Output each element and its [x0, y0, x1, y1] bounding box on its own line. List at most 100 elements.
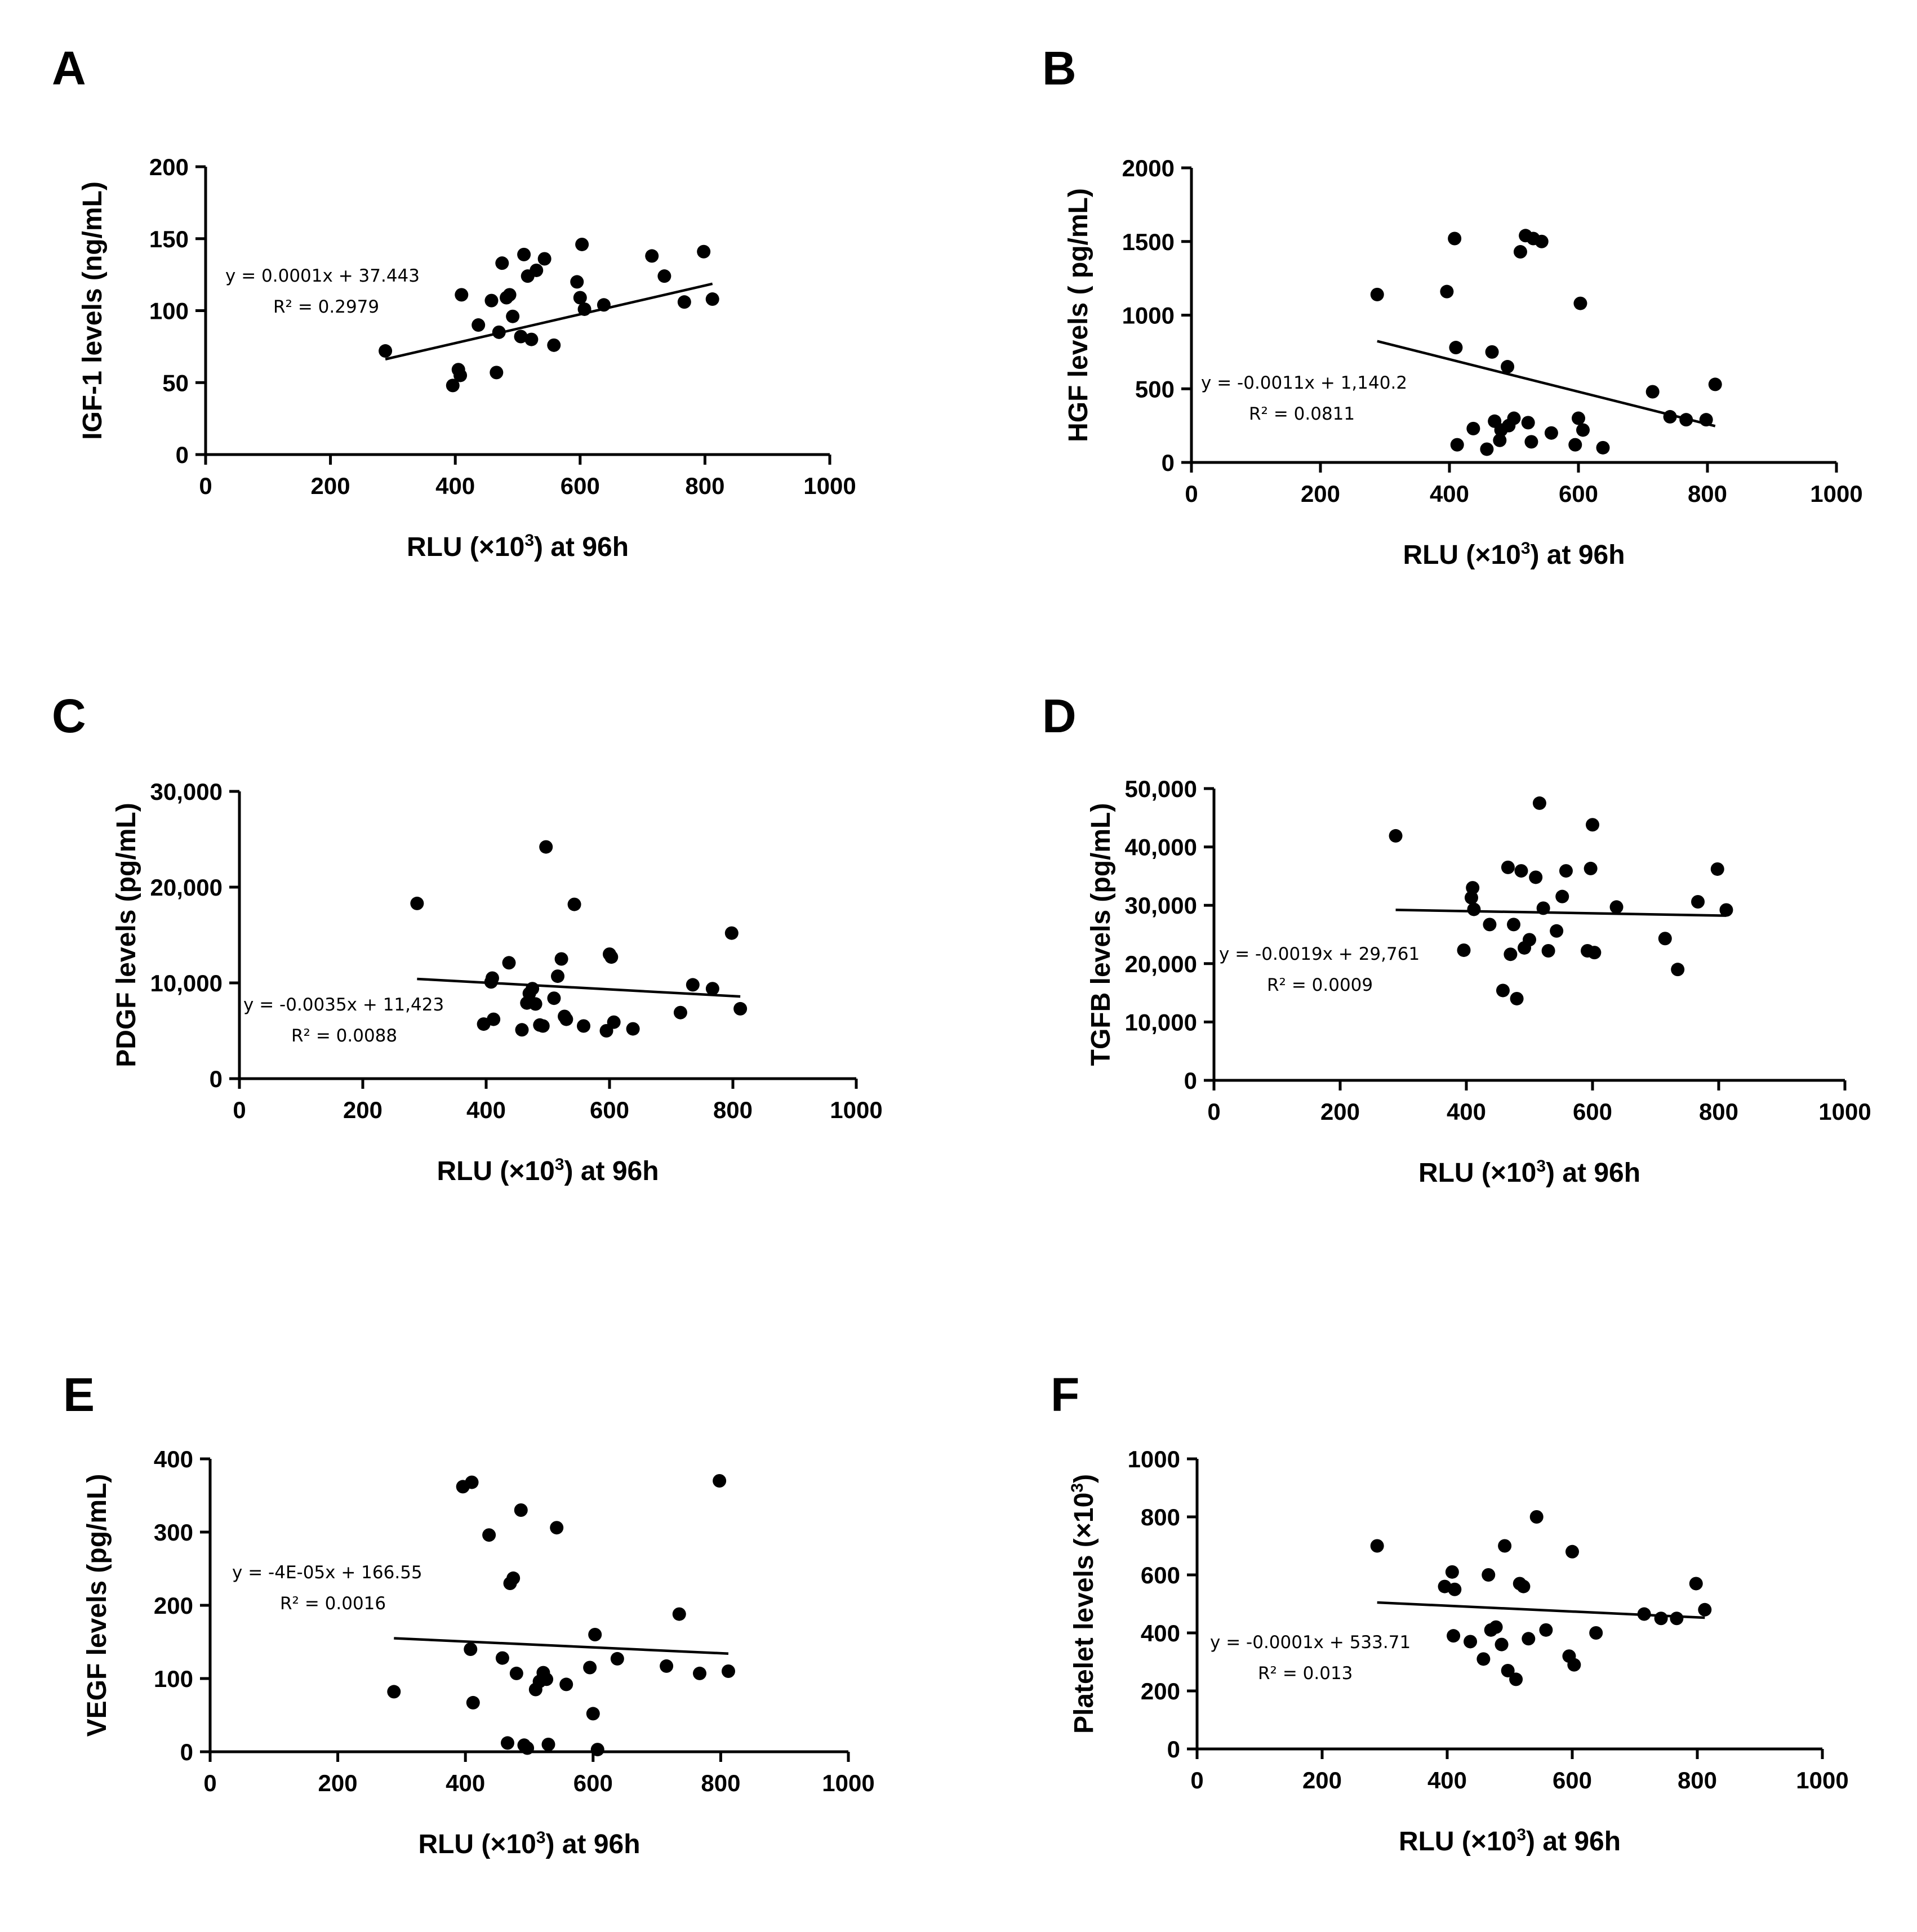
data-point [657, 269, 671, 283]
y-tick-label: 1500 [1122, 229, 1175, 255]
data-point [1495, 1637, 1509, 1651]
x-tick-label: 0 [1185, 480, 1198, 507]
data-point [484, 293, 499, 308]
data-point [547, 991, 561, 1005]
data-point [570, 275, 584, 289]
data-point [1464, 891, 1478, 905]
data-point [500, 1736, 514, 1750]
data-point [453, 368, 468, 382]
x-axis-title-text-after: ) at 96h [564, 1156, 659, 1186]
x-tick-label: 200 [318, 1770, 358, 1796]
data-point [697, 244, 711, 259]
data-point [482, 1528, 496, 1542]
data-point [547, 338, 561, 352]
x-axis-title-text-after: ) at 96h [1546, 1158, 1640, 1188]
data-point [1586, 818, 1599, 832]
data-point [1489, 1620, 1503, 1634]
data-point [1573, 296, 1587, 310]
data-point [677, 295, 691, 309]
data-point [1450, 438, 1464, 452]
data-point [530, 263, 544, 277]
y-tick-label: 20,000 [1125, 951, 1197, 977]
data-point [536, 1019, 550, 1033]
data-point [1440, 284, 1454, 299]
data-point [721, 1664, 735, 1678]
data-point [1689, 1577, 1703, 1591]
data-point [506, 309, 520, 323]
x-tick-label: 600 [590, 1097, 629, 1123]
x-tick-label: 400 [435, 473, 475, 499]
trend-line [1377, 340, 1716, 428]
data-point [551, 969, 565, 983]
panel-f: F 0 200 400 600 800 1000 0 200 400 600 800 1000 RLU (… [1051, 1368, 1849, 1857]
data-point [1501, 1663, 1515, 1677]
data-point [1698, 1602, 1712, 1617]
data-point [673, 1005, 687, 1020]
x-tick-label: 200 [1302, 1767, 1342, 1793]
data-point [1587, 946, 1602, 960]
data-point [660, 1659, 674, 1673]
data-point [524, 332, 539, 346]
data-point [1658, 932, 1672, 946]
data-point [1572, 411, 1585, 425]
data-point [1445, 1565, 1459, 1579]
y-tick-label: 40,000 [1125, 834, 1197, 861]
data-point [1523, 933, 1536, 947]
r-squared-label: R² = 0.0088 [291, 1026, 397, 1046]
y-axis-title-text-before: Platelet levels (×10 [1069, 1493, 1099, 1734]
data-point [1466, 881, 1480, 895]
x-axis-title-superscript: 3 [524, 531, 534, 550]
r-squared-label: R² = 0.2979 [273, 297, 379, 317]
y-tick-label: 200 [154, 1592, 193, 1619]
data-point [379, 344, 393, 358]
y-tick-label: 100 [149, 298, 189, 324]
data-point [517, 247, 531, 261]
x-tick-label: 200 [1301, 480, 1340, 507]
x-axis-title: RLU (×103) at 96h [1399, 1826, 1621, 1857]
data-point [514, 330, 528, 344]
data-point [575, 237, 589, 251]
data-point [1679, 413, 1693, 427]
panel-letter: C [52, 689, 86, 742]
data-point [1449, 341, 1463, 355]
data-point [1448, 1582, 1462, 1596]
y-axis-title: PDGF levels (pg/mL) [112, 803, 141, 1067]
data-point [509, 1666, 523, 1680]
data-point [1670, 1612, 1684, 1626]
y-tick-label: 800 [1141, 1504, 1180, 1530]
y-tick-label: 0 [210, 1066, 223, 1092]
x-axis-title-superscript: 3 [1521, 539, 1531, 558]
data-point [502, 956, 516, 970]
panel-d: D 0 200 400 600 800 1000 0 10,000 20,000 30,000 40,… [1042, 689, 1871, 1188]
panel-letter: D [1042, 689, 1077, 742]
x-axis-title-superscript: 3 [536, 1828, 546, 1847]
x-tick-label: 400 [1430, 480, 1469, 507]
data-point [1504, 947, 1518, 961]
regression-equation: y = 0.0001x + 37.443 [225, 266, 420, 286]
data-point [1476, 1652, 1491, 1666]
regression-equation: y = -0.0035x + 11,423 [243, 995, 444, 1015]
y-tick-label: 0 [1162, 449, 1175, 476]
x-axis-title: RLU (×103) at 96h [1403, 539, 1625, 570]
data-point [506, 1571, 521, 1585]
data-point [705, 292, 719, 306]
data-point [387, 1685, 401, 1699]
y-axis-title: Platelet levels (×103) [1068, 1474, 1099, 1734]
y-tick-label: 300 [154, 1519, 193, 1546]
data-point [1513, 245, 1527, 259]
data-point [464, 1642, 478, 1656]
y-axis-title-superscript: 3 [1068, 1483, 1087, 1493]
y-tick-label: 20,000 [150, 874, 223, 901]
data-point [455, 288, 469, 302]
y-tick-label: 30,000 [150, 778, 223, 805]
panel-letter: F [1051, 1368, 1079, 1421]
x-axis-title-text-before: RLU (×10 [418, 1829, 536, 1859]
data-point [1514, 864, 1528, 878]
data-point [590, 1743, 604, 1757]
data-point [515, 1023, 529, 1037]
data-point [1699, 413, 1713, 427]
r-squared-label: R² = 0.0009 [1267, 975, 1373, 995]
data-point [559, 1677, 573, 1691]
data-point [1507, 918, 1520, 932]
data-point [1529, 870, 1543, 884]
